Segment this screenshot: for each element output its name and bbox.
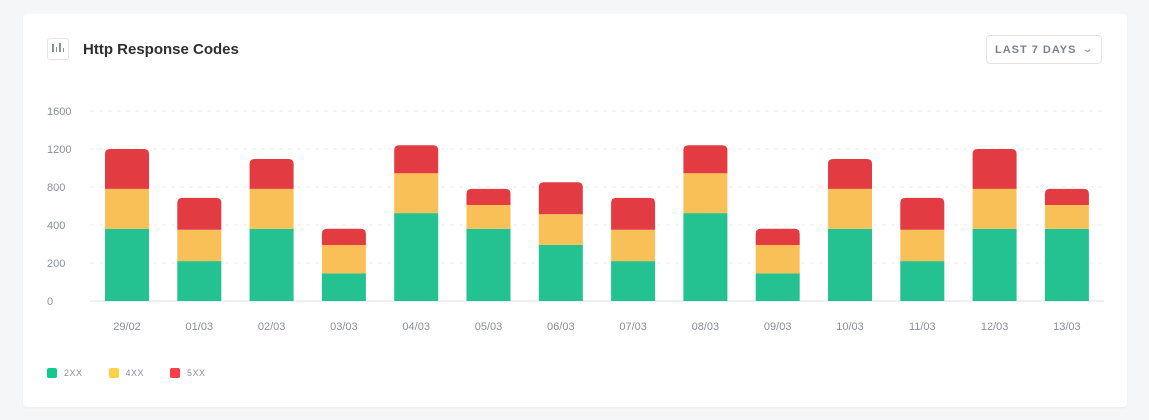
bar-segment-5xx[interactable] bbox=[249, 158, 294, 189]
bar-stack bbox=[466, 188, 511, 301]
bar-segment-2xx[interactable] bbox=[394, 213, 439, 301]
bar-segment-2xx[interactable] bbox=[538, 244, 583, 301]
bar-chart-icon bbox=[47, 38, 69, 60]
x-tick-label: 06/03 bbox=[547, 321, 575, 333]
bar-segment-4xx[interactable] bbox=[683, 173, 728, 214]
bar-stack bbox=[249, 158, 294, 301]
bar-segment-5xx[interactable] bbox=[321, 228, 366, 245]
bar-segment-2xx[interactable] bbox=[611, 261, 656, 301]
bar-stack bbox=[900, 197, 945, 301]
bar-segment-5xx[interactable] bbox=[683, 145, 728, 174]
bar-segment-4xx[interactable] bbox=[394, 173, 439, 214]
y-tick-label: 800 bbox=[47, 182, 65, 194]
bar-segment-2xx[interactable] bbox=[683, 213, 728, 301]
bar-segment-5xx[interactable] bbox=[538, 182, 583, 215]
y-tick-label: 1200 bbox=[47, 144, 71, 156]
x-tick-label: 11/03 bbox=[909, 321, 936, 333]
date-range-dropdown[interactable]: LAST 7 DAYS ⌄ bbox=[986, 35, 1102, 64]
legend-swatch bbox=[108, 368, 119, 378]
bar-stack bbox=[177, 197, 222, 301]
x-tick-label: 05/03 bbox=[475, 321, 503, 333]
bar-segment-5xx[interactable] bbox=[755, 228, 800, 245]
bar-segment-5xx[interactable] bbox=[900, 197, 945, 230]
bar-stack bbox=[1044, 188, 1089, 301]
x-tick-label: 09/03 bbox=[764, 321, 792, 333]
legend-swatch bbox=[47, 368, 57, 378]
chart-legend: 2XX 4XX 5XX bbox=[47, 368, 206, 378]
bar-segment-2xx[interactable] bbox=[1044, 228, 1089, 301]
legend-item-2xx[interactable]: 2XX bbox=[47, 368, 83, 378]
x-tick-label: 12/03 bbox=[981, 321, 1009, 333]
bar-segment-5xx[interactable] bbox=[611, 197, 656, 230]
bar-segment-4xx[interactable] bbox=[1044, 205, 1089, 229]
legend-swatch bbox=[170, 368, 181, 378]
legend-label: 4XX bbox=[125, 368, 145, 378]
bar-stack bbox=[105, 149, 149, 301]
bar-stack bbox=[321, 228, 366, 301]
bar-segment-5xx[interactable] bbox=[394, 145, 439, 174]
bar-segment-2xx[interactable] bbox=[755, 273, 800, 301]
bar-segment-2xx[interactable] bbox=[828, 228, 872, 301]
bar-stack bbox=[611, 197, 656, 301]
bar-segment-2xx[interactable] bbox=[466, 228, 511, 301]
chevron-down-icon: ⌄ bbox=[1082, 44, 1095, 54]
bar-segment-4xx[interactable] bbox=[321, 244, 366, 274]
bar-segment-4xx[interactable] bbox=[466, 205, 511, 229]
bar-stack bbox=[828, 158, 872, 301]
x-tick-label: 07/03 bbox=[619, 321, 647, 333]
legend-label: 2XX bbox=[64, 368, 83, 378]
bar-segment-5xx[interactable] bbox=[105, 149, 149, 189]
bar-stack bbox=[755, 228, 800, 301]
x-tick-label: 13/03 bbox=[1053, 321, 1081, 333]
bar-stack bbox=[683, 145, 728, 301]
bar-segment-4xx[interactable] bbox=[249, 188, 294, 229]
bar-stack bbox=[394, 145, 439, 301]
x-tick-label: 10/03 bbox=[836, 321, 864, 333]
bar-segment-2xx[interactable] bbox=[321, 273, 366, 301]
bar-segment-2xx[interactable] bbox=[177, 261, 222, 301]
bar-segment-4xx[interactable] bbox=[611, 229, 656, 262]
bar-segment-2xx[interactable] bbox=[105, 228, 149, 301]
y-tick-label: 1600 bbox=[47, 106, 71, 118]
bar-segment-2xx[interactable] bbox=[972, 228, 1017, 301]
x-tick-label: 08/03 bbox=[692, 321, 720, 333]
bar-segment-4xx[interactable] bbox=[972, 188, 1017, 229]
bar-stack bbox=[538, 182, 583, 301]
legend-item-5xx[interactable]: 5XX bbox=[170, 368, 206, 378]
bar-segment-4xx[interactable] bbox=[828, 188, 872, 229]
bar-segment-2xx[interactable] bbox=[900, 261, 945, 301]
legend-item-4xx[interactable]: 4XX bbox=[108, 368, 145, 378]
x-tick-label: 03/03 bbox=[330, 321, 358, 333]
x-tick-label: 01/03 bbox=[186, 321, 214, 333]
bar-segment-4xx[interactable] bbox=[900, 229, 945, 262]
y-tick-label: 400 bbox=[47, 220, 65, 232]
x-tick-label: 02/03 bbox=[258, 321, 286, 333]
bar-stack bbox=[972, 149, 1017, 301]
y-tick-label: 200 bbox=[47, 258, 65, 270]
bar-segment-5xx[interactable] bbox=[466, 188, 511, 206]
bar-segment-4xx[interactable] bbox=[105, 188, 149, 229]
x-tick-label: 29/02 bbox=[113, 321, 141, 333]
card-title: Http Response Codes bbox=[83, 41, 239, 58]
legend-label: 5XX bbox=[187, 368, 206, 378]
bar-segment-4xx[interactable] bbox=[177, 229, 222, 262]
date-range-label: LAST 7 DAYS bbox=[994, 43, 1077, 56]
bar-segment-5xx[interactable] bbox=[972, 149, 1017, 189]
bar-segment-2xx[interactable] bbox=[249, 228, 294, 301]
bar-segment-5xx[interactable] bbox=[828, 158, 872, 189]
y-tick-label: 0 bbox=[47, 296, 53, 308]
x-tick-label: 04/03 bbox=[402, 321, 430, 333]
bar-segment-4xx[interactable] bbox=[538, 214, 583, 245]
bar-segment-5xx[interactable] bbox=[177, 197, 222, 230]
bar-segment-5xx[interactable] bbox=[1044, 188, 1089, 206]
bar-segment-4xx[interactable] bbox=[755, 244, 800, 274]
